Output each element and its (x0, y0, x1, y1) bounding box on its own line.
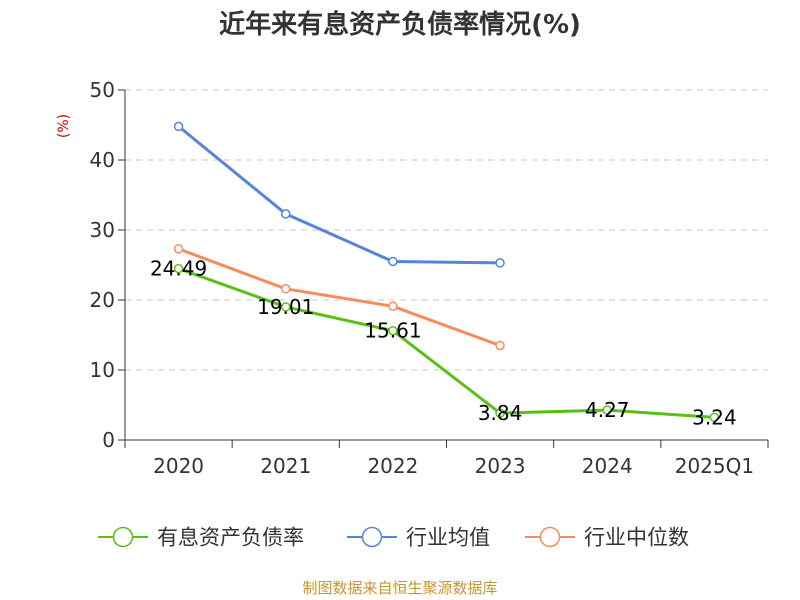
data-point (173, 263, 184, 274)
chart-title: 近年来有息资产负债率情况(%) (219, 9, 581, 40)
y-tick-label: 10 (90, 358, 115, 382)
y-tick-label: 0 (102, 428, 115, 452)
data-label: 4.27 (585, 398, 630, 422)
data-point (281, 209, 291, 219)
x-tick-label: 2020 (153, 454, 204, 478)
y-tick-label: 20 (90, 288, 115, 312)
series-line-3 (178, 247, 501, 347)
data-label: 3.24 (692, 405, 737, 429)
data-point (388, 301, 398, 312)
data-point (281, 284, 291, 294)
grid (125, 89, 768, 371)
x-tick-label: 2021 (260, 454, 311, 478)
legend-marker (361, 526, 383, 548)
data-point (495, 340, 505, 351)
x-tick-label: 2024 (582, 454, 633, 478)
data-point (495, 408, 505, 418)
y-tick-label: 50 (90, 78, 115, 102)
series-line-2 (177, 125, 501, 265)
y-axis-label: (%) (56, 114, 72, 138)
x-tick-label: 2023 (475, 454, 526, 478)
data-point (602, 405, 612, 415)
legend: 有息资产负债率 行业均值 行业中位数 (98, 526, 689, 550)
data-point (709, 412, 720, 423)
data-label: 15.61 (364, 319, 421, 343)
data-point (495, 258, 505, 268)
legend-marker (112, 526, 134, 548)
axes: 0 10 20 30 40 50 2020 2021 2022 2023 2024 2025Q1 (90, 78, 769, 478)
source-note: 制图数据来自恒生聚源数据库 (302, 579, 497, 597)
y-tick-label: 40 (90, 148, 115, 172)
series-group (173, 121, 720, 423)
data-label: 24.49 (150, 257, 207, 281)
y-tick-label: 30 (90, 218, 115, 242)
legend-label: 行业中位数 (584, 526, 689, 550)
x-tick-label: 2025Q1 (675, 454, 754, 478)
legend-label: 行业均值 (406, 526, 490, 550)
data-point (173, 121, 184, 132)
data-point (173, 244, 184, 254)
data-point (388, 256, 398, 267)
data-label: 3.84 (478, 401, 523, 425)
data-label: 19.01 (257, 295, 314, 319)
series-line-1 (178, 267, 715, 419)
data-point (388, 325, 398, 336)
data-labels: 24.49 19.01 15.61 3.84 4.27 3.24 (150, 257, 737, 430)
x-tick-label: 2022 (367, 454, 418, 478)
legend-label: 有息资产负债率 (157, 526, 304, 550)
data-point (281, 302, 291, 312)
legend-marker (539, 526, 561, 548)
